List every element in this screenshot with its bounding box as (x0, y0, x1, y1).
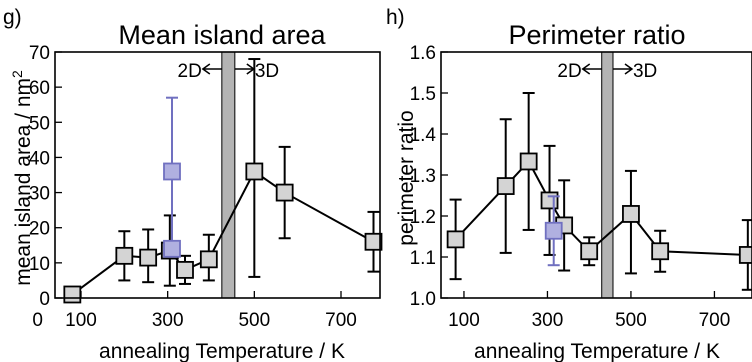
regime-label-2d: 2D (557, 61, 581, 82)
x-tick-label: 700 (699, 310, 731, 331)
data-point-marker (544, 221, 563, 240)
x-tick-label: 300 (532, 310, 564, 331)
panel-label: h) (386, 6, 405, 29)
regime-label-2d: 2D (178, 61, 202, 82)
y-tick-label: 0 (39, 289, 50, 310)
arrow-right-icon (234, 63, 256, 75)
y-tick-label: 60 (29, 78, 50, 99)
chart-title: Perimeter ratio (508, 20, 685, 50)
regime-band-layer (221, 51, 236, 299)
data-point-marker (496, 177, 515, 195)
regime-labels: 2D 3D (557, 61, 657, 82)
y-tick-label: 70 (29, 43, 50, 64)
y-tick-label: 10 (29, 254, 50, 275)
data-point-marker (163, 239, 181, 258)
y-tick-label: 1.1 (410, 248, 436, 269)
y-tick-label: 30 (29, 184, 50, 205)
y-tick-label: 1.2 (410, 207, 436, 228)
series-layer (446, 92, 752, 291)
arrow-left-icon (581, 63, 602, 75)
data-point-marker (176, 260, 194, 279)
y-tick-label: 1.0 (410, 289, 436, 310)
y-axis-label-superscript: 2 (9, 70, 25, 78)
data-point-marker (245, 162, 264, 181)
y-axis-label: mean island area / nm2 (9, 70, 35, 286)
y-tick-label: 40 (29, 148, 50, 169)
arrow-right-icon (612, 63, 634, 75)
data-point-marker (651, 242, 670, 261)
data-point-marker (275, 183, 294, 202)
plot-frame (440, 51, 752, 299)
y-tick-label: 50 (29, 113, 50, 134)
panel-g-mean-island-area: g) Mean island area annealing Temperatur… (3, 6, 383, 362)
data-point-marker (139, 248, 158, 267)
y-tick-label: 1.4 (410, 125, 437, 146)
series-0 (63, 58, 383, 304)
x-tick-label: 700 (325, 310, 357, 331)
data-point-marker (163, 162, 181, 181)
x-axis-label: annealing Temperature / K (99, 340, 345, 362)
data-point-marker (199, 250, 218, 269)
data-point-marker (738, 246, 752, 264)
ticks-layer: 1.0 1.1 1.2 1.3 1.4 1.5 1.6 100 300 500 700 (410, 43, 731, 331)
x-tick-label: 100 (448, 310, 480, 331)
chart-title: Mean island area (118, 20, 326, 50)
plot-frame (54, 51, 381, 299)
data-point-marker (115, 246, 134, 265)
series-1 (544, 195, 563, 267)
regime-band-layer (601, 51, 614, 299)
data-point-marker (364, 232, 383, 251)
data-point-marker (63, 285, 82, 304)
x-tick-label: 100 (65, 310, 97, 331)
series-1 (163, 96, 181, 258)
x-tick-label: 0 (32, 310, 43, 331)
x-tick-label: 500 (238, 310, 270, 331)
regime-boundary-band (221, 51, 236, 299)
series-layer (63, 58, 383, 304)
y-tick-label: 1.3 (410, 166, 436, 187)
y-axis-label: perimeter ratio (395, 110, 418, 245)
data-point-marker (540, 191, 559, 210)
arrow-left-icon (201, 63, 222, 75)
y-tick-label: 20 (29, 219, 50, 240)
y-tick-label: 1.5 (410, 84, 436, 105)
x-tick-label: 300 (152, 310, 184, 331)
y-axis-label-main: mean island area / nm (12, 78, 35, 286)
data-point-marker (622, 205, 640, 223)
series-0 (446, 92, 752, 291)
data-point-marker (580, 242, 599, 261)
data-point-marker (519, 152, 538, 171)
data-point-marker (446, 230, 465, 249)
x-tick-label: 500 (615, 310, 647, 331)
y-tick-label: 1.6 (410, 43, 436, 64)
regime-label-3d: 3D (255, 61, 279, 82)
regime-boundary-band (601, 51, 614, 299)
x-axis-label: annealing Temperature / K (474, 340, 720, 362)
panel-label: g) (3, 6, 22, 29)
panel-h-perimeter-ratio: h) Perimeter ratio annealing Temperature… (386, 6, 752, 362)
regime-labels: 2D 3D (178, 61, 280, 82)
regime-label-3d: 3D (633, 61, 657, 82)
